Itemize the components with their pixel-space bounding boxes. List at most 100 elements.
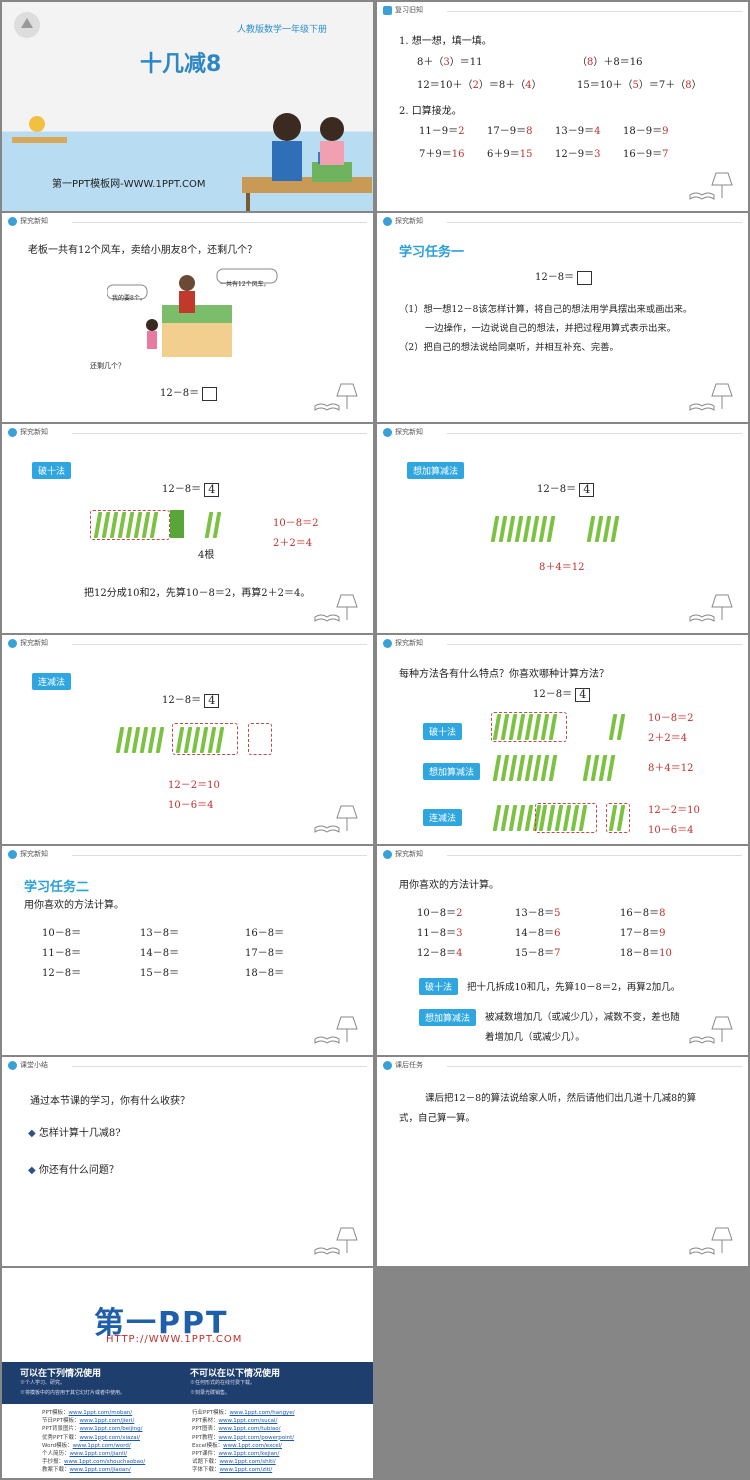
oral-item: 11－9＝2	[419, 126, 465, 137]
homework-text-2: 式，自己算一算。	[399, 1113, 476, 1124]
equation: 12－8＝ 4	[162, 691, 220, 708]
header-label: 探究新知	[20, 850, 48, 858]
task-heading: 学习任务二	[24, 880, 90, 895]
method-description: 把12分成10和2，先算10－8＝2，再算2＋2＝4。	[84, 588, 311, 599]
slide-problem: 探究新知 老板一共有12个风车，卖给小朋友8个，还剩几个？ 我的要8个。 一共有…	[2, 213, 373, 422]
answer-box: 4	[204, 693, 220, 708]
sticks-group-2	[204, 512, 222, 538]
exercise-item: 13－8＝	[140, 928, 180, 939]
resource-link[interactable]: 个人简历：www.1ppt.com/jianli/	[42, 1451, 128, 1457]
method-description-2b: 着增加几（或减少几）。	[485, 1032, 585, 1043]
eq-row-1b: （8）＋8＝16	[577, 57, 643, 68]
slide-break-ten: 探究新知 破十法 12－8＝ 4 4根 10－8＝2 2＋2＝4 把12分成10…	[2, 424, 373, 633]
answer-box: 4	[579, 482, 595, 497]
cover-site: 第一PPT模板网-WWW.1PPT.COM	[52, 179, 206, 190]
exercise-answer: 15－8＝7	[515, 948, 561, 959]
resource-link[interactable]: PPT素材：www.1ppt.com/sucai/	[192, 1418, 278, 1425]
exercise-item: 14－8＝	[140, 948, 180, 959]
usage-cant-title: 不可以在以下情况使用	[190, 1369, 281, 1379]
brand-url[interactable]: HTTP://WWW.1PPT.COM	[106, 1334, 243, 1345]
lamp-book-icon	[314, 383, 358, 411]
method-description-1: 把十几拆成10和几，先算10－8＝2，再算2加几。	[467, 982, 681, 993]
resource-link[interactable]: 节日PPT模板：www.1ppt.com/jieri/	[42, 1418, 135, 1425]
sticks-group-8	[93, 512, 159, 538]
method-tag-1: 破十法	[419, 978, 459, 995]
lamp-book-icon	[689, 594, 733, 622]
step-2: 2＋2＝4	[273, 538, 313, 549]
slide-task-2-answers: 探究新知 用你喜欢的方法计算。 10－8＝2 13－8＝5 16－8＝8 11－8＝3…	[377, 846, 748, 1055]
step-5: 10－6＝4	[648, 825, 694, 836]
group-outline-2	[535, 803, 597, 833]
resource-link[interactable]: Word模板：www.1ppt.com/word/	[42, 1442, 131, 1449]
unit-label: 4根	[198, 550, 215, 561]
exercise-item: 12－8＝	[42, 968, 82, 979]
resource-link[interactable]: PPT背景图片：www.1ppt.com/beijing/	[42, 1426, 143, 1433]
exercise-item: 15－8＝	[140, 968, 180, 979]
slide-credits: 第一PPT HTTP://WWW.1PPT.COM 可以在下列情况使用 不可以在…	[2, 1268, 373, 1478]
usage-banner	[2, 1362, 373, 1404]
homework-text: 课后把12－8的算法说给家人听，然后请他们出几道十几减8的算	[425, 1093, 697, 1104]
exercise-answer: 11－8＝3	[417, 928, 463, 939]
resource-link[interactable]: 教案下载：www.1ppt.com/jiaoan/	[42, 1467, 131, 1474]
bundle-icon	[170, 510, 184, 538]
resource-link[interactable]: PPT图表：www.1ppt.com/tubiao/	[192, 1426, 281, 1433]
lamp-book-icon	[314, 1227, 358, 1255]
slide-compare-methods: 探究新知 每种方法各有什么特点？你喜欢哪种计算方法？ 12－8＝ 4 破十法 想…	[377, 635, 748, 844]
lamp-book-icon	[689, 1016, 733, 1044]
answer-box[interactable]	[202, 386, 218, 401]
diamond-icon: ◆	[28, 1165, 36, 1176]
slide-continuous-subtract: 探究新知 连减法 12－8＝ 4 12－2＝10 10－6＝4	[2, 635, 373, 844]
bulb-icon	[383, 428, 392, 437]
exercise-item: 16－8＝	[245, 928, 285, 939]
diamond-icon: ◆	[28, 1128, 36, 1139]
group-outline	[90, 510, 170, 540]
question-1: 1. 想一想，填一填。	[399, 36, 492, 47]
exercise-item: 10－8＝	[42, 928, 82, 939]
step-1: 10－8＝2	[648, 713, 694, 724]
resource-link[interactable]: Excel模板：www.1ppt.com/excel/	[192, 1442, 283, 1449]
lamp-book-icon	[689, 1227, 733, 1255]
resource-link[interactable]: 字体下载：www.1ppt.com/ziti/	[192, 1467, 273, 1474]
step-3: 8＋4＝12	[648, 763, 694, 774]
resource-link[interactable]: 优秀PPT下载：www.1ppt.com/xiazai/	[42, 1434, 141, 1441]
problem-text: 老板一共有12个风车，卖给小朋友8个，还剩几个？	[28, 245, 258, 256]
summary-bullet-1: ◆ 怎样计算十几减8?	[28, 1128, 121, 1139]
eq-row-2a: 12＝10＋（2）＝8＋（4）	[417, 80, 542, 91]
exercise-answer: 17－8＝9	[620, 928, 666, 939]
lamp-book-icon	[689, 172, 733, 200]
usage-can-1: ※个人学习、研究。	[20, 1380, 66, 1386]
method-tag: 连减法	[32, 673, 72, 690]
textbook-label: 人教版数学一年级下册	[237, 25, 328, 35]
summary-question: 通过本节课的学习，你有什么收获？	[30, 1096, 190, 1107]
header-label: 探究新知	[395, 850, 423, 858]
exercise-answer: 10－8＝2	[417, 908, 463, 919]
method-tag-2: 想加算减法	[419, 1009, 477, 1026]
method-description-2: 被减数增加几（或减少几），减数不变，差也随	[485, 1012, 680, 1023]
resource-link[interactable]: PPT教程：www.1ppt.com/powerpoint/	[192, 1434, 295, 1441]
resource-link[interactable]: PPT模板：www.1ppt.com/moban/	[42, 1410, 133, 1416]
bulb-icon	[8, 639, 17, 648]
header-label: 探究新知	[20, 217, 48, 225]
pencil-icon	[383, 1061, 392, 1070]
usage-cant-2: ※刻录光碟销售。	[190, 1390, 231, 1396]
oral-item: 17－9＝8	[487, 126, 533, 137]
instruction-1: （1）想一想12－8该怎样计算，将自己的想法用学具摆出来或画出来。	[399, 304, 693, 315]
sticks-group-6	[115, 727, 165, 753]
resource-link[interactable]: PPT课件：www.1ppt.com/kejian/	[192, 1451, 280, 1457]
resource-link[interactable]: 手抄报：www.1ppt.com/shouchaobao/	[42, 1459, 146, 1466]
method-tag-2: 想加算减法	[423, 763, 481, 780]
usage-can-2: ※将模板中的内容用于其它幻灯片或者中使用。	[20, 1390, 126, 1396]
resource-link[interactable]: 行业PPT模板：www.1ppt.com/hangye/	[192, 1410, 295, 1416]
exercise-item: 17－8＝	[245, 948, 285, 959]
oral-item: 7＋9＝16	[419, 149, 465, 160]
equation: 12－8＝ 4	[537, 480, 595, 497]
slide-add-to-subtract: 探究新知 想加算减法 12－8＝ 4 8＋4＝12	[377, 424, 748, 633]
remaining-label: 还剩几个？	[90, 362, 125, 370]
oral-item: 16－9＝7	[623, 149, 669, 160]
resource-link[interactable]: 试题下载：www.1ppt.com/shiti/	[192, 1459, 276, 1466]
header-label: 探究新知	[395, 428, 423, 436]
bulb-icon	[8, 428, 17, 437]
method-tag: 想加算减法	[407, 462, 465, 479]
header-label: 探究新知	[20, 639, 48, 647]
answer-box[interactable]	[577, 270, 593, 285]
